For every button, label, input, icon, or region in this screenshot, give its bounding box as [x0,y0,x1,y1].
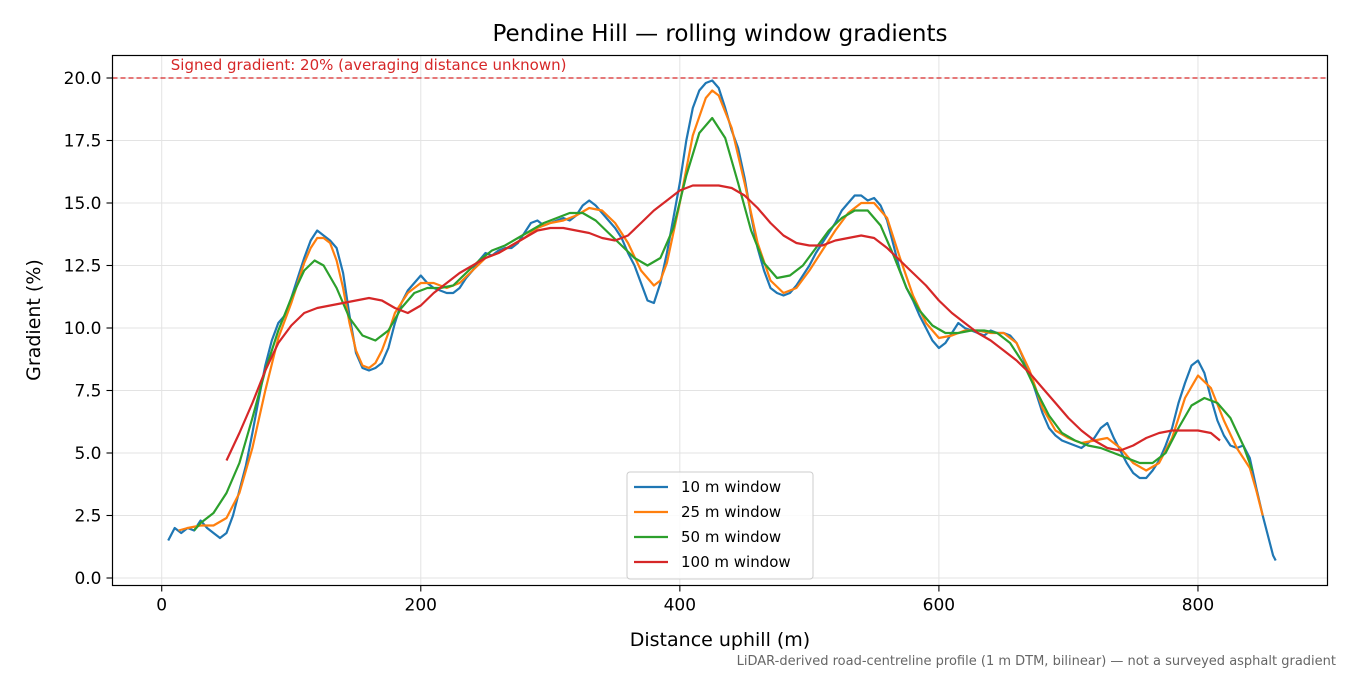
x-tick-label: 400 [664,596,696,616]
chart-title: Pendine Hill — rolling window gradients [492,21,947,47]
x-axis-label: Distance uphill (m) [630,629,810,651]
plot-frame [111,54,1329,587]
legend: 10 m window 25 m window 50 m window 100 m w… [626,471,814,580]
y-tick-label: 12.5 [64,257,102,277]
y-tick-label: 15.0 [64,194,102,214]
y-tick-label: 7.5 [74,382,101,402]
x-tick-label: 200 [405,596,437,616]
y-tick-label: 5.0 [74,444,101,464]
y-tick-label: 2.5 [74,507,101,527]
legend-label: 10 m window [681,478,781,496]
legend-box [626,471,814,580]
chart-caption: LiDAR-derived road-centreline profile (1… [737,654,1336,669]
series-lines [167,79,1277,562]
reference-line-group: Signed gradient: 20% (averaging distance… [112,56,1328,79]
reference-line-label: Signed gradient: 20% (averaging distance… [171,56,567,74]
grid [112,55,1328,586]
series-line [225,184,1221,461]
axis-ticks: 0 200 400 600 800 0.0 2.5 5.0 7.5 10.0 12.5 15.0 17.… [64,69,1215,616]
y-tick-label: 10.0 [64,319,102,339]
x-tick-label: 0 [156,596,167,616]
x-tick-label: 600 [923,596,955,616]
y-tick-label: 17.5 [64,132,102,152]
y-axis-label: Gradient (%) [23,259,45,381]
series-line [193,116,1254,532]
legend-label: 100 m window [681,553,791,571]
y-tick-label: 0.0 [74,569,101,589]
legend-label: 25 m window [681,503,781,521]
legend-label: 50 m window [681,528,781,546]
x-tick-label: 800 [1182,596,1214,616]
y-tick-label: 20.0 [64,69,102,89]
